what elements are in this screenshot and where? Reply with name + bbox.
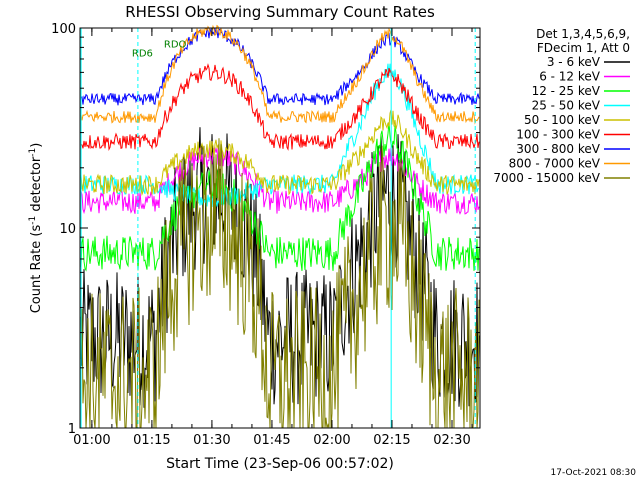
x-tick-label-0: 01:00 [73, 433, 110, 448]
legend-header-1: Det 1,3,4,5,6,9, [536, 27, 630, 41]
y-axis-label-sup2: -1 [28, 148, 38, 157]
series-4-line [80, 109, 480, 197]
y-axis-label-mid: detector [29, 156, 44, 216]
legend: Det 1,3,4,5,6,9, FDecim 1, Att 0 3 - 6 k… [493, 27, 630, 185]
x-tick-label-5: 02:15 [373, 433, 410, 448]
legend-header-2: FDecim 1, Att 0 [537, 41, 630, 55]
x-tick-label-4: 02:00 [313, 433, 350, 448]
y-tick-label-1: 10 [59, 222, 76, 237]
y-tick-label-0: 1 [68, 422, 76, 437]
y-tick-label-2: 100 [51, 22, 76, 37]
legend-label-6: 300 - 800 keV [516, 142, 600, 156]
legend-label-7: 800 - 7000 keV [509, 157, 601, 171]
annotation-1: RD6 [132, 49, 153, 60]
series-layer [80, 24, 480, 429]
marker-layer: RDO RD6 [80, 28, 476, 428]
y-axis-label-main: Count Rate (s [29, 225, 44, 314]
x-tick-label-1: 01:15 [133, 433, 170, 448]
y-axis-label-sup1: -1 [28, 216, 38, 225]
x-tick-label-2: 01:30 [193, 433, 230, 448]
y-axis-label: Count Rate (s-1 detector-1) [28, 143, 44, 314]
legend-label-0: 3 - 6 keV [547, 55, 601, 69]
x-tick-label-6: 02:30 [433, 433, 470, 448]
series-5-line [80, 63, 480, 151]
legend-label-1: 6 - 12 keV [539, 70, 601, 84]
legend-label-8: 7000 - 15000 keV [493, 171, 600, 185]
legend-label-2: 12 - 25 keV [532, 84, 601, 98]
x-tick-label-3: 01:45 [253, 433, 290, 448]
axis-layer: 01:00 01:15 01:30 01:45 02:00 02:15 02:30 1 10 10… [51, 22, 480, 448]
footer-timestamp: 17-Oct-2021 08:30 [551, 468, 637, 478]
series-6-line [80, 27, 480, 106]
series-7-line [80, 24, 480, 125]
legend-label-5: 100 - 300 keV [516, 128, 600, 142]
series-8-line [80, 138, 480, 429]
chart-title: RHESSI Observing Summary Count Rates [125, 3, 435, 21]
x-axis-label: Start Time (23-Sep-06 00:57:02) [166, 456, 394, 472]
series-2-line [80, 122, 480, 272]
y-axis-label-end: ) [29, 143, 44, 148]
legend-label-4: 50 - 100 keV [524, 113, 601, 127]
series-1-line [80, 147, 480, 215]
legend-label-3: 25 - 50 keV [532, 99, 601, 113]
annotation-0: RDO [164, 39, 187, 50]
